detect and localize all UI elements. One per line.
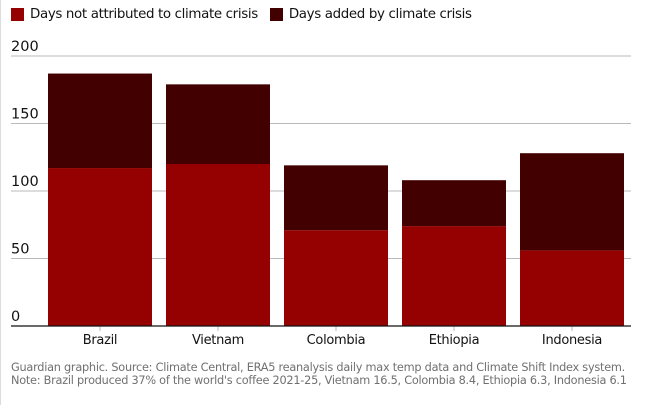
bar-brazil-added (48, 73, 152, 169)
chart-footer: Guardian graphic. Source: Climate Centra… (11, 361, 627, 387)
page-left-border (0, 0, 1, 405)
bar-ethiopia-not-attributed (402, 226, 506, 326)
bar-indonesia-not-attributed (520, 250, 624, 326)
bars (48, 73, 624, 326)
bar-colombia-not-attributed (284, 230, 388, 326)
x-axis: Brazil Vietnam Colombia Ethiopia Indonesia (11, 325, 631, 348)
x-tick-label-ethiopia: Ethiopia (429, 333, 480, 348)
chart-legend: Days not attributed to climate crisis Da… (11, 7, 484, 22)
legend-item-not-attributed: Days not attributed to climate crisis (11, 7, 258, 22)
y-tick-label-0: 0 (11, 309, 20, 325)
y-tick-label-200: 200 (11, 39, 39, 55)
legend-item-added: Days added by climate crisis (269, 7, 472, 22)
x-tick-label-colombia: Colombia (307, 333, 366, 348)
bar-colombia-added (284, 165, 388, 231)
x-tick-label-indonesia: Indonesia (542, 333, 602, 348)
x-tick-label-vietnam: Vietnam (192, 333, 244, 348)
legend-label-not-attributed: Days not attributed to climate crisis (30, 7, 258, 22)
source-note: Guardian graphic. Source: Climate Centra… (11, 361, 625, 374)
legend-swatch-added (269, 8, 283, 21)
production-note: Note: Brazil produced 37% of the world's… (11, 374, 627, 387)
x-tick-label-brazil: Brazil (83, 333, 117, 348)
y-tick-label-100: 100 (11, 174, 39, 190)
bar-brazil-not-attributed (48, 168, 152, 326)
legend-swatch-not-attributed (11, 8, 24, 21)
bar-vietnam-added (166, 84, 270, 164)
legend-label-added: Days added by climate crisis (288, 7, 472, 22)
bar-indonesia-added (520, 153, 624, 251)
bar-vietnam-not-attributed (166, 164, 270, 326)
bar-ethiopia-added (402, 180, 506, 227)
y-tick-label-150: 150 (11, 107, 39, 123)
y-tick-label-50: 50 (11, 242, 29, 258)
